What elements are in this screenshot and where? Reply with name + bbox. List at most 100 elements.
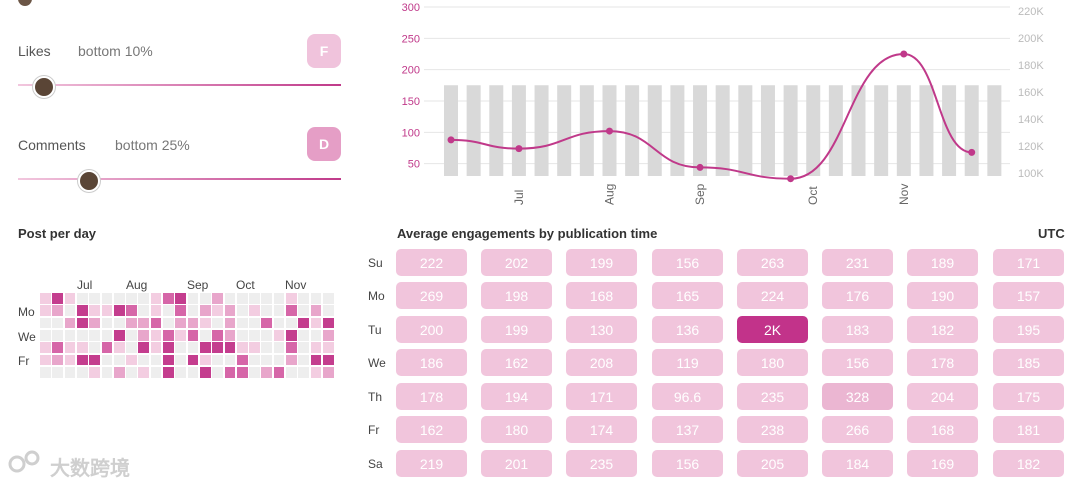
- engagement-cell[interactable]: 171: [566, 383, 637, 410]
- engagement-cell[interactable]: 162: [396, 416, 467, 443]
- y-left-tick-label: 100: [402, 127, 420, 139]
- engagement-cell[interactable]: 190: [907, 282, 978, 309]
- heatmap-cell: [138, 293, 150, 304]
- heatmap-cell: [89, 342, 100, 353]
- heatmap-cell: [212, 317, 223, 329]
- engagement-cell[interactable]: 224: [737, 282, 808, 309]
- post-per-day-title: Post per day: [18, 226, 97, 241]
- follower-bar: [670, 85, 685, 176]
- engagement-cell[interactable]: 174: [566, 416, 637, 443]
- engagement-cell[interactable]: 184: [822, 450, 893, 477]
- heatmap-cell: [40, 342, 51, 353]
- engagement-cell[interactable]: 162: [481, 349, 552, 376]
- engagement-cell[interactable]: 199: [481, 316, 552, 343]
- engagement-cell[interactable]: 263: [737, 249, 808, 276]
- engagement-cell[interactable]: 168: [907, 416, 978, 443]
- heatmap-cell: [199, 305, 211, 317]
- engagement-cell[interactable]: 130: [566, 316, 637, 343]
- engagement-cell[interactable]: 189: [907, 249, 978, 276]
- engagement-cell[interactable]: 235: [566, 450, 637, 477]
- heatmap-cell: [138, 329, 150, 341]
- engagement-cell[interactable]: 156: [652, 249, 723, 276]
- engagement-cell[interactable]: 169: [907, 450, 978, 477]
- heatmap-cell: [286, 293, 297, 304]
- engagement-point: [515, 145, 523, 153]
- heatmap-cell: [52, 366, 64, 378]
- likes-slider-handle[interactable]: [32, 76, 55, 98]
- post-per-day-heatmap: [40, 293, 336, 379]
- engagement-cell[interactable]: 183: [822, 316, 893, 343]
- engagement-cell[interactable]: 186: [396, 349, 467, 376]
- heatmap-cell: [298, 342, 310, 353]
- heatmap-day-label: Mo: [18, 305, 35, 319]
- heatmap-day-label: Fr: [18, 354, 30, 368]
- engagement-cell[interactable]: 157: [993, 282, 1064, 309]
- engagement-cell[interactable]: 195: [993, 316, 1064, 343]
- engagement-cell[interactable]: 202: [481, 249, 552, 276]
- engagement-cell[interactable]: 119: [652, 349, 723, 376]
- heatmap-cell: [64, 293, 76, 304]
- engagement-cell[interactable]: 180: [737, 349, 808, 376]
- comments-slider-track: [18, 178, 341, 180]
- engagement-cell[interactable]: 178: [907, 349, 978, 376]
- engagement-cell[interactable]: 185: [993, 349, 1064, 376]
- table-day-label: Mo: [368, 289, 385, 303]
- heatmap-cell: [273, 354, 285, 366]
- engagement-cell[interactable]: 199: [566, 249, 637, 276]
- engagement-cell[interactable]: 178: [396, 383, 467, 410]
- heatmap-cell: [64, 366, 76, 378]
- heatmap-cell: [150, 329, 162, 341]
- heatmap-cell: [249, 366, 260, 378]
- engagement-cell[interactable]: 200: [396, 316, 467, 343]
- engagement-cell[interactable]: 222: [396, 249, 467, 276]
- engagement-cell[interactable]: 171: [993, 249, 1064, 276]
- heatmap-cell: [101, 342, 113, 353]
- heatmap-month-label: Nov: [285, 278, 307, 292]
- engagement-cell[interactable]: 235: [737, 383, 808, 410]
- engagement-cell[interactable]: 219: [396, 450, 467, 477]
- heatmap-cell: [236, 354, 248, 366]
- table-day-label: Th: [368, 390, 383, 404]
- x-month-label: Aug: [602, 184, 616, 205]
- engagement-cell[interactable]: 201: [481, 450, 552, 477]
- engagement-cell[interactable]: 181: [993, 416, 1064, 443]
- engagement-cell[interactable]: 175: [993, 383, 1064, 410]
- engagement-cell[interactable]: 168: [566, 282, 637, 309]
- engagement-cell[interactable]: 180: [481, 416, 552, 443]
- engagement-cell[interactable]: 194: [481, 383, 552, 410]
- heatmap-cell: [236, 329, 248, 341]
- heatmap-cell: [224, 293, 236, 304]
- engagement-cell[interactable]: 231: [822, 249, 893, 276]
- engagement-cell[interactable]: 269: [396, 282, 467, 309]
- heatmap-cell: [101, 317, 113, 329]
- table-day-label: Fr: [368, 423, 380, 437]
- comments-slider-handle[interactable]: [78, 170, 101, 192]
- heatmap-cell: [187, 354, 199, 366]
- engagement-cell[interactable]: 136: [652, 316, 723, 343]
- engagement-cell[interactable]: 176: [822, 282, 893, 309]
- engagement-cell[interactable]: 204: [907, 383, 978, 410]
- engagement-cell[interactable]: 156: [822, 349, 893, 376]
- engagement-cell[interactable]: 328: [822, 383, 893, 410]
- engagement-cell[interactable]: 137: [652, 416, 723, 443]
- heatmap-cell: [310, 293, 322, 304]
- heatmap-cell: [150, 366, 162, 378]
- engagement-cell[interactable]: 182: [993, 450, 1064, 477]
- heatmap-cell: [187, 305, 199, 317]
- heatmap-month-label: Jul: [77, 278, 93, 292]
- engagement-cell[interactable]: 205: [737, 450, 808, 477]
- engagement-cell[interactable]: 156: [652, 450, 723, 477]
- follower-bar: [987, 85, 1002, 176]
- engagement-cell[interactable]: 198: [481, 282, 552, 309]
- follower-bar: [534, 85, 549, 176]
- engagement-cell[interactable]: 2K: [737, 316, 808, 343]
- engagement-cell[interactable]: 182: [907, 316, 978, 343]
- engagement-cell[interactable]: 165: [652, 282, 723, 309]
- engagement-cell[interactable]: 208: [566, 349, 637, 376]
- heatmap-cell: [273, 329, 285, 341]
- engagement-cell[interactable]: 238: [737, 416, 808, 443]
- follower-bar: [511, 85, 526, 176]
- engagement-cell[interactable]: 266: [822, 416, 893, 443]
- heatmap-cell: [224, 305, 236, 317]
- engagement-cell[interactable]: 96.6: [652, 383, 723, 410]
